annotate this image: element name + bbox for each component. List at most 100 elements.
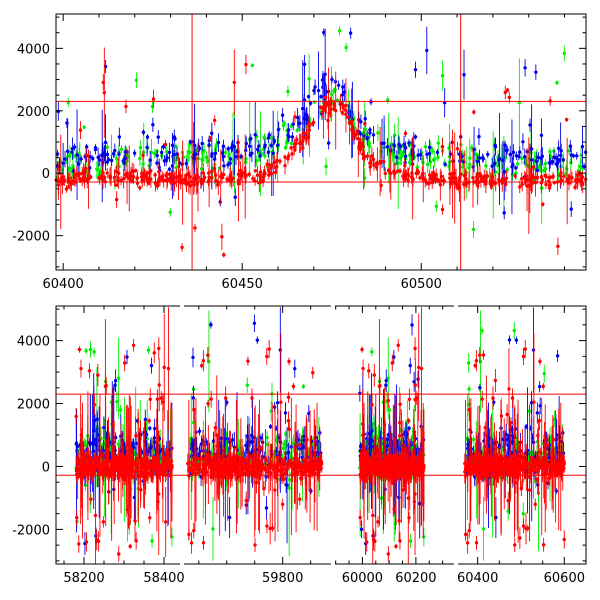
data-point	[115, 468, 120, 472]
data-point	[357, 141, 362, 145]
data-point	[541, 202, 545, 206]
data-point	[292, 145, 296, 149]
data-point	[395, 169, 400, 173]
data-point	[198, 457, 203, 461]
data-point	[569, 207, 573, 211]
data-point	[120, 458, 124, 463]
data-point	[186, 172, 191, 176]
data-point	[84, 153, 88, 157]
data-point	[500, 180, 504, 185]
data-point	[131, 460, 136, 464]
data-point	[302, 466, 306, 470]
data-point	[265, 524, 269, 528]
data-point	[121, 159, 125, 163]
data-point	[117, 135, 122, 139]
y-tick-label: 4000	[17, 42, 50, 57]
data-point	[138, 156, 142, 161]
data-point	[298, 443, 302, 447]
data-point	[454, 182, 459, 187]
data-point	[151, 123, 155, 127]
data-point	[88, 175, 93, 179]
data-point	[404, 172, 409, 177]
data-point	[392, 169, 396, 174]
data-point	[212, 157, 217, 161]
data-point	[455, 146, 460, 151]
data-point	[416, 153, 420, 157]
data-point	[286, 154, 291, 158]
data-point	[112, 175, 117, 180]
data-point	[113, 148, 117, 153]
data-point	[423, 145, 428, 149]
x-tick-label: 60400	[42, 277, 83, 292]
data-point	[284, 483, 288, 487]
data-point	[191, 396, 196, 400]
data-point	[313, 471, 317, 475]
data-point	[382, 141, 386, 145]
data-point	[99, 465, 103, 469]
data-point	[79, 157, 83, 161]
data-point	[90, 441, 95, 445]
data-point	[174, 144, 178, 149]
data-point	[96, 539, 101, 544]
data-point	[79, 366, 83, 371]
data-point	[56, 109, 61, 114]
data-point	[133, 519, 137, 523]
data-point	[199, 442, 204, 446]
data-point	[211, 527, 215, 531]
data-point	[117, 152, 121, 156]
data-point	[227, 152, 231, 156]
data-point	[122, 361, 127, 365]
data-point	[322, 30, 326, 35]
data-point	[344, 112, 348, 116]
data-point	[202, 443, 206, 447]
data-point	[180, 245, 184, 250]
data-point	[213, 118, 217, 123]
data-point	[103, 468, 107, 472]
data-point	[363, 117, 367, 121]
data-point	[90, 470, 94, 475]
data-point	[486, 152, 490, 157]
data-point	[192, 528, 196, 533]
data-point	[344, 45, 348, 50]
data-point	[93, 513, 98, 518]
data-point	[484, 164, 488, 168]
data-point	[519, 177, 524, 181]
data-point	[84, 349, 88, 353]
data-point	[528, 123, 532, 127]
data-point	[145, 176, 150, 180]
data-point	[200, 157, 204, 162]
data-point	[559, 171, 563, 175]
data-point	[91, 464, 95, 469]
data-point	[341, 103, 345, 107]
data-point	[56, 183, 61, 187]
data-point	[244, 498, 248, 503]
data-point	[297, 141, 302, 145]
data-point	[436, 141, 440, 145]
data-point	[113, 435, 118, 440]
series-blue	[55, 26, 588, 220]
data-point	[326, 141, 331, 145]
data-point	[93, 466, 98, 471]
data-point	[308, 101, 313, 105]
data-point	[208, 137, 213, 141]
data-point	[226, 178, 231, 182]
y-tick-label: 2000	[17, 105, 50, 120]
data-point	[403, 164, 407, 168]
data-point	[367, 144, 371, 148]
data-point	[438, 183, 443, 187]
data-point	[84, 540, 89, 544]
data-point	[371, 157, 376, 162]
data-point	[245, 383, 249, 387]
data-point	[82, 125, 86, 129]
data-point	[250, 151, 254, 155]
data-point	[246, 359, 250, 363]
data-point	[134, 433, 138, 438]
data-point	[234, 155, 238, 159]
data-point	[344, 103, 348, 108]
data-point	[371, 133, 376, 137]
data-point	[468, 156, 472, 160]
data-point	[145, 145, 149, 150]
data-point	[548, 149, 552, 154]
data-point	[253, 133, 257, 137]
data-point	[222, 164, 226, 168]
